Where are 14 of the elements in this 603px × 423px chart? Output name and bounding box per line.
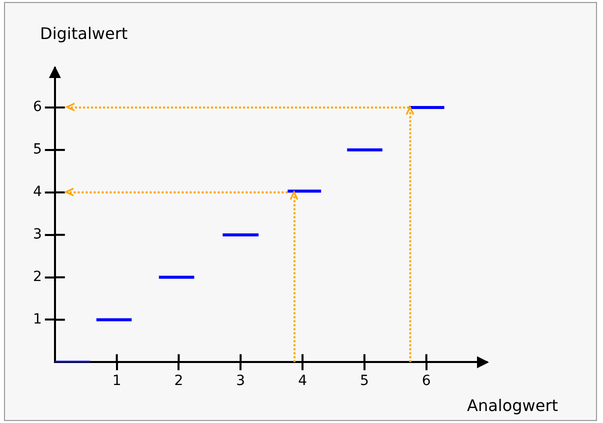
y-axis-title: Digitalwert (40, 24, 128, 43)
x-tick-label: 2 (174, 373, 184, 390)
y-tick-label: 4 (32, 184, 42, 200)
y-tick-label: 3 (32, 226, 42, 242)
x-tick-label: 4 (298, 373, 308, 390)
x-tick-label: 3 (236, 373, 246, 390)
y-tick-label: 6 (32, 99, 42, 116)
y-tick-label: 2 (32, 268, 42, 285)
y-tick-label: 5 (32, 142, 42, 158)
x-tick-label: 6 (422, 373, 431, 390)
x-tick-label: 5 (360, 373, 369, 390)
x-axis-title: Analogwert (467, 396, 558, 415)
y-tick-label: 1 (32, 311, 42, 328)
x-tick-label: 1 (112, 373, 122, 390)
